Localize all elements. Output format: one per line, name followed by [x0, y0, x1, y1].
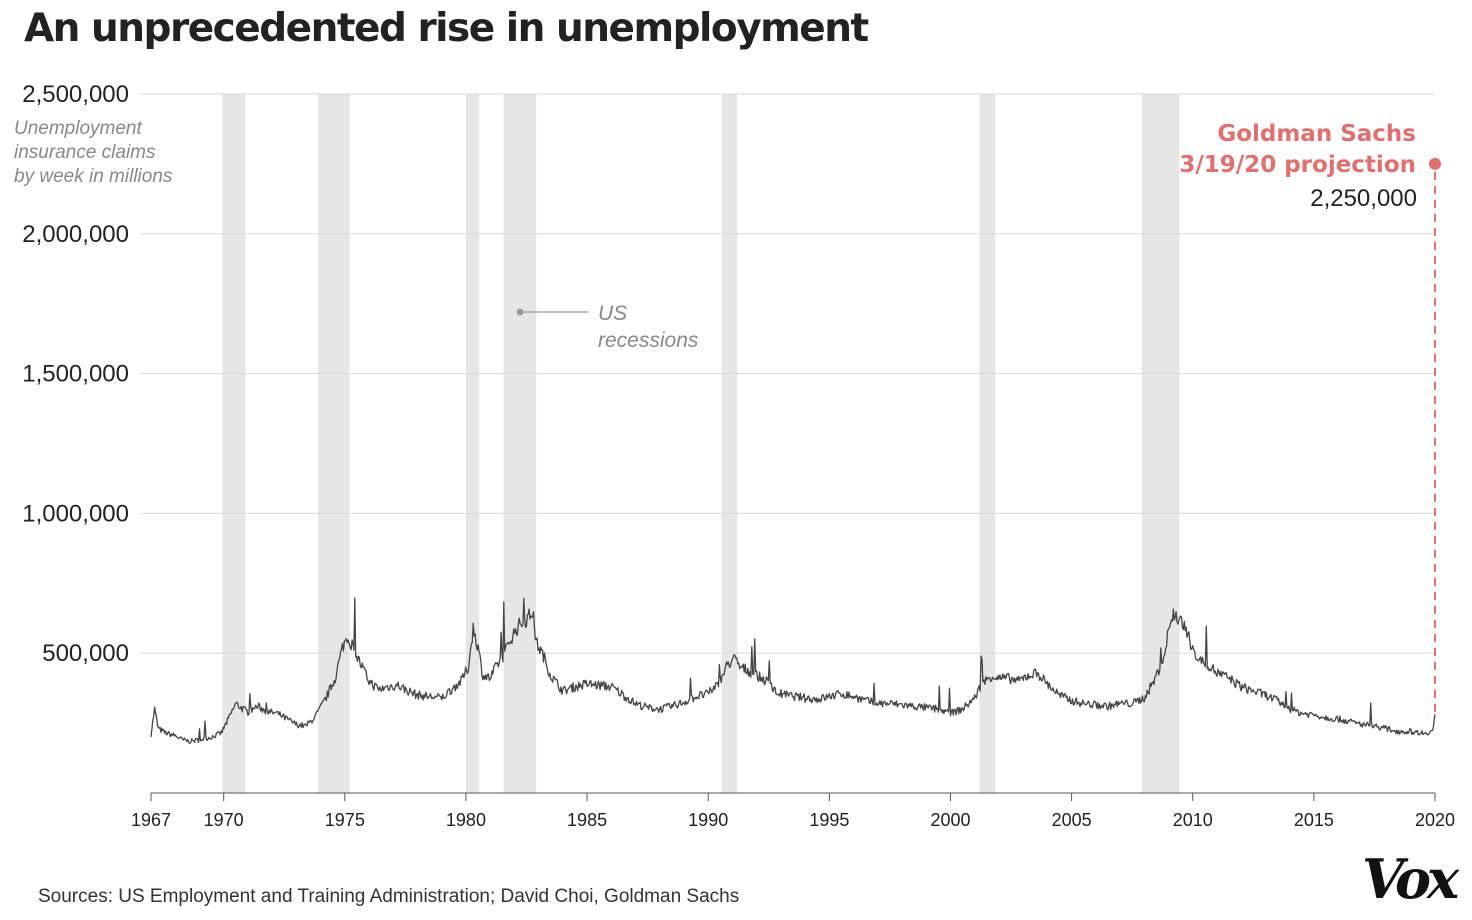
y-axis-label-line: Unemployment: [14, 118, 142, 139]
x-tick-label: 2000: [930, 810, 970, 830]
recession-band: [503, 94, 537, 793]
projection-point: [1429, 157, 1441, 170]
recession-band: [465, 94, 480, 793]
chart-title: An unprecedented rise in unemployment: [24, 6, 869, 51]
projection-label-line: 3/19/20 projection: [1179, 152, 1416, 178]
x-tick-label: 1995: [809, 810, 849, 830]
x-tick-label: 1990: [688, 810, 728, 830]
x-tick-label: 1970: [204, 810, 244, 830]
x-tick-label: 2015: [1294, 810, 1334, 830]
x-tick-label: 1985: [567, 810, 607, 830]
x-tick-label: 1975: [325, 810, 365, 830]
recession-label-line: US: [598, 302, 627, 325]
y-axis-label-line: insurance claims: [14, 142, 156, 163]
source-note: Sources: US Employment and Training Admi…: [38, 886, 740, 907]
vox-logo: Vox: [1362, 847, 1459, 911]
y-tick-label: 2,500,000: [22, 81, 129, 108]
projection-annotation: Goldman Sachs 3/19/20 projection 2,250,000: [1179, 121, 1441, 715]
y-tick-label: 1,000,000: [22, 500, 129, 527]
y-axis-label-line: by week in millions: [14, 166, 173, 187]
x-tick-label: 2020: [1415, 810, 1455, 830]
y-tick-label: 500,000: [42, 640, 129, 667]
recession-bands: [222, 94, 1180, 793]
y-tick-label: 1,500,000: [22, 361, 129, 388]
recession-band: [1141, 94, 1180, 793]
y-axis-label: Unemployment insurance claims by week in m…: [14, 118, 173, 187]
claims-line: [150, 597, 1436, 744]
claims-series: [150, 597, 1436, 744]
recession-band: [318, 94, 350, 793]
projection-label-line: Goldman Sachs: [1217, 121, 1416, 147]
y-axis-tick-labels: 500,000 1,000,000 1,500,000 2,000,000 2,500,…: [22, 81, 129, 667]
recession-annotation: US recessions: [516, 302, 699, 352]
x-tick-label: 1967: [131, 810, 171, 830]
x-axis: 1967 1970 1975 1980 1985 1990 1995 2000 2005 2010…: [131, 792, 1455, 830]
projection-value-label: 2,250,000: [1310, 185, 1417, 212]
recession-band: [721, 94, 738, 793]
recession-label-line: recessions: [598, 329, 699, 352]
recession-band: [979, 94, 996, 793]
y-tick-label: 2,000,000: [22, 221, 129, 248]
recession-band: [222, 94, 246, 793]
x-tick-label: 2005: [1052, 810, 1092, 830]
x-tick-label: 1980: [446, 810, 486, 830]
x-tick-label: 2010: [1173, 810, 1213, 830]
